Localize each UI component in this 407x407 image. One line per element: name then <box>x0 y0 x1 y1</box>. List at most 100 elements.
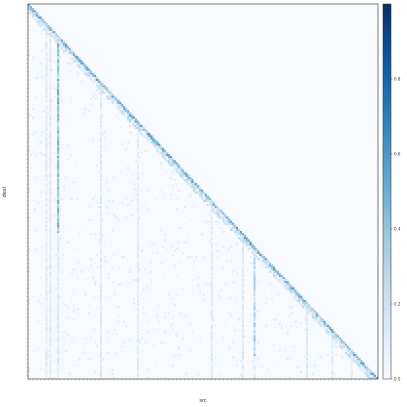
heatmap-cell <box>210 229 213 232</box>
heatmap-cell <box>273 268 275 271</box>
heatmap-cell <box>208 197 211 200</box>
heatmap-cell <box>49 372 52 375</box>
heatmap-cell <box>72 318 75 321</box>
heatmap-cell <box>57 243 60 246</box>
heatmap-cell <box>45 216 48 219</box>
heatmap-cell <box>292 289 295 292</box>
heatmap-cell <box>156 308 159 311</box>
heatmap-cell <box>99 81 102 84</box>
heatmap-cell <box>142 131 145 134</box>
heatmap-cell <box>335 337 338 340</box>
heatmap-cell <box>282 281 285 284</box>
heatmap-cell <box>45 354 48 357</box>
heatmap-cell <box>210 316 213 319</box>
heatmap-cell <box>306 354 309 357</box>
heatmap-cell <box>162 191 165 194</box>
heatmap-cell <box>136 247 139 250</box>
heatmap-cell <box>154 272 157 275</box>
heatmap-cell <box>142 349 145 352</box>
heatmap-cell <box>45 39 48 42</box>
heatmap-cell <box>49 33 52 36</box>
heatmap-cell <box>28 189 30 192</box>
heatmap-cell <box>212 210 215 213</box>
heatmap-cell <box>49 349 52 352</box>
heatmap-cell <box>175 333 178 336</box>
heatmap-cell <box>45 247 48 250</box>
heatmap-cell <box>129 339 132 342</box>
heatmap-cell <box>181 176 184 180</box>
heatmap-cell <box>99 262 102 265</box>
heatmap-cell <box>33 10 36 13</box>
heatmap-cell <box>241 376 244 380</box>
heatmap-cell <box>47 354 50 357</box>
heatmap-cell <box>66 241 69 244</box>
heatmap-cell <box>201 191 204 194</box>
heatmap-cell <box>339 343 342 346</box>
heatmap-cell <box>96 343 99 346</box>
heatmap-cell <box>99 370 102 373</box>
heatmap-cell <box>45 126 48 130</box>
heatmap-cell <box>49 226 52 230</box>
heatmap-cell <box>99 118 102 121</box>
heatmap-cell <box>55 316 58 319</box>
heatmap-cell <box>304 301 307 305</box>
heatmap-cell <box>356 356 359 359</box>
heatmap-cell <box>49 26 52 30</box>
heatmap-cell <box>210 333 213 336</box>
heatmap-cell <box>265 264 268 267</box>
heatmap-cell <box>162 245 165 248</box>
heatmap-cell <box>309 312 312 315</box>
heatmap-cell <box>210 243 213 246</box>
heatmap-cell <box>53 360 56 363</box>
heatmap-cell <box>181 168 184 171</box>
heatmap-cell <box>341 347 344 350</box>
heatmap-cell <box>72 337 75 340</box>
heatmap-cell <box>80 62 83 65</box>
heatmap-cell <box>175 168 178 171</box>
heatmap-cell <box>88 358 91 361</box>
heatmap-cell <box>348 347 351 350</box>
heatmap-cell <box>72 56 75 59</box>
heatmap-cell <box>150 295 153 298</box>
heatmap-cell <box>45 81 48 84</box>
heatmap-cell <box>210 274 213 277</box>
heatmap-cell <box>49 256 52 259</box>
heatmap-cell <box>57 268 60 271</box>
heatmap-cell <box>45 160 48 163</box>
heatmap-cell <box>63 49 65 52</box>
heatmap-cell <box>197 191 200 194</box>
heatmap-cell <box>210 322 213 325</box>
heatmap-cell <box>210 254 213 257</box>
heatmap-cell <box>241 326 244 330</box>
heatmap-cell <box>228 345 231 348</box>
heatmap-cell <box>226 260 229 263</box>
heatmap-cell <box>284 279 287 282</box>
heatmap-cell <box>57 187 60 190</box>
heatmap-cell <box>61 41 64 44</box>
heatmap-cell <box>290 324 293 327</box>
heatmap-cell <box>249 247 252 250</box>
heatmap-cell <box>169 324 172 327</box>
heatmap-cell <box>142 287 145 290</box>
heatmap-cell <box>61 143 64 146</box>
heatmap-cell <box>105 97 108 100</box>
heatmap-cell <box>123 110 126 113</box>
heatmap-cell <box>57 151 60 155</box>
heatmap-cell <box>57 362 60 365</box>
heatmap-cell <box>278 322 281 325</box>
heatmap-cell <box>113 95 116 98</box>
heatmap-cell <box>99 101 102 105</box>
heatmap-cell <box>243 239 246 242</box>
heatmap-cell <box>49 114 52 117</box>
heatmap-cell <box>113 291 116 294</box>
heatmap-cell <box>57 93 60 96</box>
heatmap-cell <box>222 245 225 248</box>
heatmap-cell <box>300 297 303 300</box>
heatmap-cell <box>90 70 93 73</box>
heatmap-cell <box>321 322 324 325</box>
heatmap-cell <box>208 241 211 244</box>
heatmap-cell <box>98 85 100 88</box>
heatmap-cell <box>99 137 102 140</box>
heatmap-cell <box>49 339 52 342</box>
heatmap-cell <box>45 176 48 180</box>
